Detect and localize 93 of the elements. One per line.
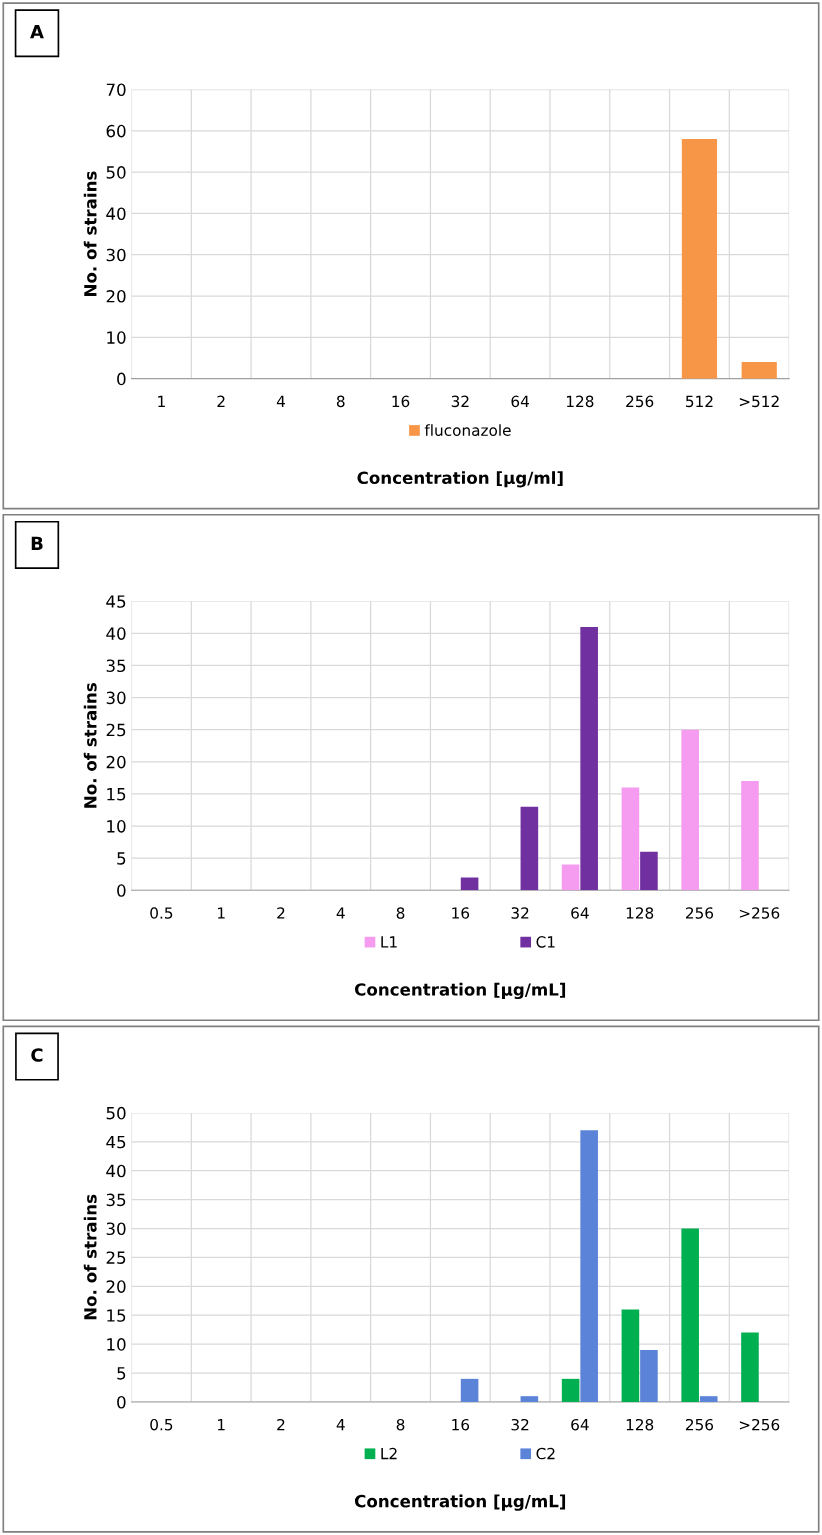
bar — [580, 1130, 598, 1402]
y-tick-label: 10 — [107, 331, 126, 344]
y-tick-label: 25 — [106, 723, 126, 737]
y-tick-label: 50 — [106, 1106, 126, 1120]
x-tick-label: 512 — [686, 395, 713, 408]
y-tick-label: 45 — [106, 1135, 126, 1149]
x-tick-label: 16 — [452, 1418, 470, 1431]
y-tick-label: 0 — [117, 1395, 126, 1409]
x-tick-label: 256 — [626, 395, 654, 408]
y-axis-title: No. of strains — [83, 683, 97, 808]
y-tick-label: 40 — [106, 1164, 126, 1178]
bar — [621, 1309, 640, 1402]
y-tick-label: 0 — [117, 884, 126, 897]
legend-label: C2 — [536, 1447, 555, 1460]
bar — [681, 729, 699, 891]
y-tick-label: 35 — [106, 1193, 126, 1207]
text: C — [31, 1048, 43, 1062]
y-tick-label: 30 — [106, 1222, 126, 1236]
x-axis-title: Concentration [µg/mL] — [354, 1494, 566, 1511]
y-tick-label: 35 — [106, 659, 126, 673]
bar — [460, 1378, 479, 1402]
x-tick-label: 32 — [451, 395, 469, 408]
y-tick-label: 10 — [107, 1338, 126, 1351]
bar — [681, 1228, 699, 1402]
bar — [520, 1396, 539, 1402]
y-tick-label: 25 — [106, 1251, 126, 1264]
x-tick-label: >256 — [739, 907, 780, 919]
text: A — [30, 25, 44, 39]
x-tick-label: 2 — [217, 395, 225, 407]
bar — [460, 877, 479, 891]
bar — [640, 851, 658, 891]
y-axis-title: No. of strains — [83, 1194, 97, 1320]
x-tick-label: 2 — [277, 907, 285, 919]
y-tick-label: 10 — [107, 820, 126, 833]
bar — [640, 1349, 658, 1402]
x-tick-label: 256 — [685, 907, 714, 919]
x-tick-label: 128 — [626, 1418, 654, 1431]
x-tick-label: 64 — [571, 907, 589, 919]
x-tick-label: 4 — [336, 1419, 345, 1431]
x-tick-label: 32 — [511, 1418, 529, 1431]
x-axis-title: Concentration [µg/mL] — [354, 982, 566, 1000]
x-tick-label: 0.5 — [150, 1418, 173, 1431]
x-tick-label: 128 — [626, 907, 654, 919]
bar — [741, 781, 759, 891]
y-axis-title: No. of strains — [83, 171, 97, 296]
y-tick-label: 5 — [117, 852, 126, 865]
x-tick-label: 256 — [685, 1418, 714, 1431]
y-tick-label: 20 — [106, 1280, 126, 1293]
y-tick-label: 15 — [107, 788, 126, 801]
x-tick-label: 2 — [277, 1418, 285, 1431]
x-tick-label: 1 — [158, 395, 165, 407]
x-tick-label: 128 — [566, 395, 594, 408]
text: B — [31, 536, 43, 550]
y-tick-label: 70 — [106, 83, 126, 97]
x-tick-label: 0.5 — [150, 907, 173, 919]
x-tick-label: 16 — [452, 907, 470, 919]
bar — [699, 1396, 718, 1402]
y-tick-label: 60 — [106, 124, 126, 138]
y-tick-label: 30 — [106, 691, 126, 705]
x-tick-label: 64 — [571, 1418, 589, 1431]
x-tick-label: 32 — [511, 907, 529, 919]
bar — [520, 806, 539, 891]
legend-label: L2 — [381, 1447, 397, 1460]
y-tick-label: 40 — [106, 627, 126, 640]
x-tick-label: 16 — [392, 395, 410, 408]
bar — [741, 1332, 759, 1402]
legend-label: C1 — [536, 936, 555, 948]
bar — [580, 626, 598, 891]
y-tick-label: 20 — [106, 755, 126, 769]
bar — [561, 864, 580, 891]
x-tick-label: 4 — [276, 395, 285, 407]
bar — [561, 1378, 580, 1402]
bar — [621, 787, 640, 891]
x-axis-title: Concentration [µg/ml] — [357, 471, 563, 488]
x-tick-label: 8 — [396, 907, 405, 919]
y-tick-label: 40 — [106, 207, 126, 221]
x-tick-label: 8 — [336, 395, 345, 408]
x-tick-label: 1 — [218, 1419, 225, 1431]
x-tick-label: >256 — [739, 1418, 780, 1431]
x-tick-label: >512 — [739, 395, 779, 408]
y-tick-label: 15 — [107, 1309, 126, 1322]
x-tick-label: 8 — [396, 1418, 405, 1431]
x-tick-label: 1 — [218, 907, 225, 919]
x-tick-label: 64 — [511, 395, 529, 408]
y-tick-label: 50 — [106, 166, 126, 179]
y-tick-label: 45 — [106, 595, 126, 608]
legend-label: fluconazole — [424, 424, 511, 437]
legend-label: L1 — [381, 936, 397, 948]
y-tick-label: 0 — [117, 372, 126, 386]
y-tick-label: 5 — [117, 1367, 126, 1380]
x-tick-label: 4 — [336, 907, 345, 919]
y-tick-label: 30 — [106, 248, 126, 262]
y-tick-label: 20 — [106, 290, 126, 303]
